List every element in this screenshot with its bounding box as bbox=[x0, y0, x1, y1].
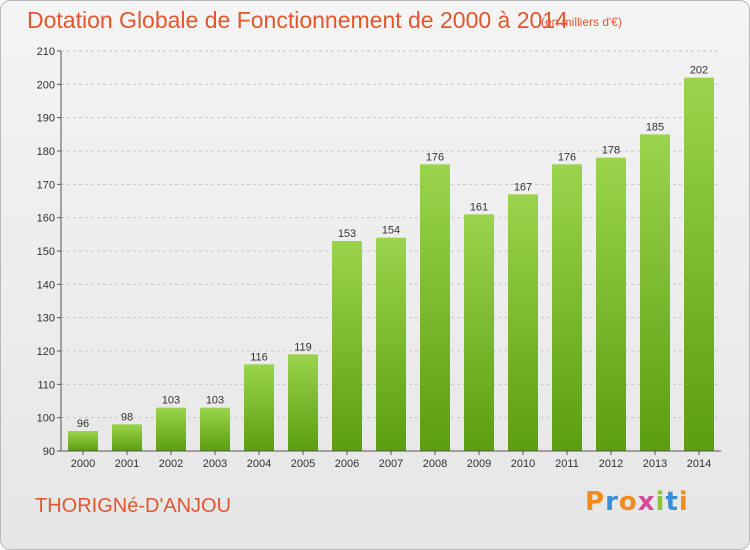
bar bbox=[332, 241, 362, 451]
bar bbox=[376, 237, 406, 451]
x-tick-label: 2005 bbox=[291, 458, 315, 470]
data-label: 103 bbox=[206, 395, 224, 407]
logo-letter: r bbox=[605, 487, 619, 517]
bar bbox=[464, 214, 494, 451]
y-tick-label: 90 bbox=[43, 446, 55, 458]
chart-title: Dotation Globale de Fonctionnement de 20… bbox=[27, 7, 568, 33]
x-tick-label: 2000 bbox=[71, 458, 95, 470]
commune-name: THORIGNé-D'ANJOU bbox=[35, 495, 232, 517]
logo-letter: P bbox=[585, 487, 606, 517]
bar bbox=[684, 77, 714, 452]
y-tick-label: 100 bbox=[37, 413, 55, 425]
bar bbox=[288, 354, 318, 451]
x-tick-label: 2008 bbox=[423, 458, 447, 470]
y-tick-label: 110 bbox=[37, 379, 55, 391]
y-tick-label: 130 bbox=[37, 313, 55, 325]
x-tick-label: 2006 bbox=[335, 458, 359, 470]
logo-letter: t bbox=[665, 487, 679, 517]
bar bbox=[508, 194, 538, 452]
data-label: 185 bbox=[646, 121, 664, 133]
x-tick-label: 2011 bbox=[555, 458, 579, 470]
logo-letter: x bbox=[637, 487, 656, 517]
data-label: 103 bbox=[162, 395, 180, 407]
data-label: 176 bbox=[426, 151, 444, 163]
data-label: 161 bbox=[470, 201, 488, 213]
y-tick-label: 140 bbox=[37, 279, 55, 291]
data-label: 176 bbox=[558, 151, 576, 163]
x-tick-label: 2009 bbox=[467, 458, 491, 470]
y-tick-label: 120 bbox=[37, 346, 55, 358]
x-tick-label: 2004 bbox=[247, 458, 271, 470]
x-tick-label: 2013 bbox=[643, 458, 667, 470]
y-tick-label: 150 bbox=[37, 246, 55, 258]
data-label: 116 bbox=[250, 351, 268, 363]
data-label: 154 bbox=[382, 225, 400, 237]
x-tick-label: 2007 bbox=[379, 458, 403, 470]
x-tick-label: 2012 bbox=[599, 458, 623, 470]
y-tick-label: 210 bbox=[37, 46, 55, 58]
x-tick-label: 2010 bbox=[511, 458, 535, 470]
y-tick-label: 180 bbox=[37, 146, 55, 158]
bar bbox=[68, 431, 98, 451]
bar bbox=[420, 164, 450, 452]
logo-letter: i bbox=[678, 487, 689, 517]
data-label: 96 bbox=[77, 418, 89, 430]
bar bbox=[640, 134, 670, 452]
data-labels: 96 98 103 103 116 119 153 154 176 161 167 176 178 185… bbox=[77, 65, 708, 430]
proxiti-logo[interactable]: Proxiti bbox=[585, 487, 689, 517]
y-tick-label: 160 bbox=[37, 213, 55, 225]
x-tick-label: 2001 bbox=[115, 458, 139, 470]
data-label: 178 bbox=[602, 145, 620, 157]
bar bbox=[596, 157, 626, 451]
data-label: 119 bbox=[294, 341, 312, 353]
bar bbox=[112, 424, 142, 451]
data-label: 202 bbox=[690, 65, 708, 77]
bar bbox=[552, 164, 582, 452]
x-tick-label: 2014 bbox=[687, 458, 711, 470]
data-label: 167 bbox=[514, 181, 532, 193]
data-label: 153 bbox=[338, 228, 356, 240]
bars bbox=[68, 77, 714, 452]
bar bbox=[156, 407, 186, 451]
bar bbox=[200, 407, 230, 451]
axes: 90 100 110 120 130 140 150 160 170 180 190 200 210 20… bbox=[37, 46, 721, 470]
unit-note: (en milliers d'€) bbox=[541, 15, 622, 29]
x-tick-label: 2002 bbox=[159, 458, 183, 470]
y-tick-label: 200 bbox=[37, 79, 55, 91]
logo-letter: o bbox=[618, 487, 638, 517]
bar bbox=[244, 364, 274, 451]
y-tick-label: 190 bbox=[37, 113, 55, 125]
x-tick-label: 2003 bbox=[203, 458, 227, 470]
logo-letter: i bbox=[655, 487, 666, 517]
data-label: 98 bbox=[121, 411, 133, 423]
y-tick-label: 170 bbox=[37, 179, 55, 191]
